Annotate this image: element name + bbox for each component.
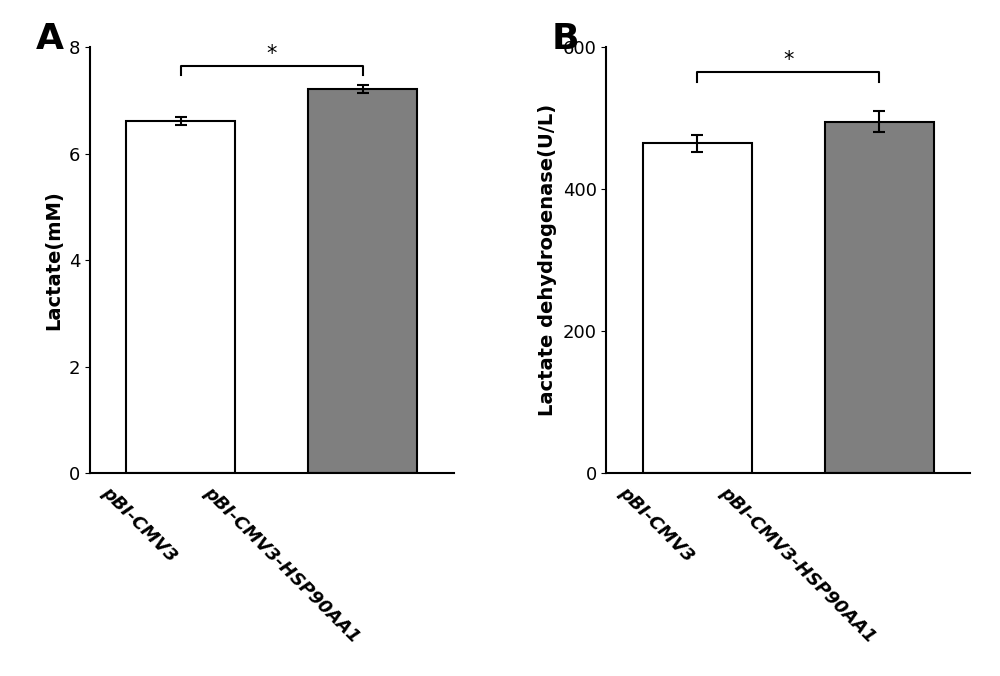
Text: *: * — [783, 50, 793, 70]
Bar — [308, 89, 417, 473]
Text: A: A — [35, 22, 63, 55]
Y-axis label: Lactate dehydrogenase(U/L): Lactate dehydrogenase(U/L) — [538, 104, 557, 416]
Bar — [825, 122, 934, 473]
Text: B: B — [552, 22, 579, 55]
Bar — [643, 143, 752, 473]
Y-axis label: Lactate(mM): Lactate(mM) — [44, 191, 63, 330]
Text: *: * — [267, 45, 277, 64]
Bar — [126, 121, 235, 473]
